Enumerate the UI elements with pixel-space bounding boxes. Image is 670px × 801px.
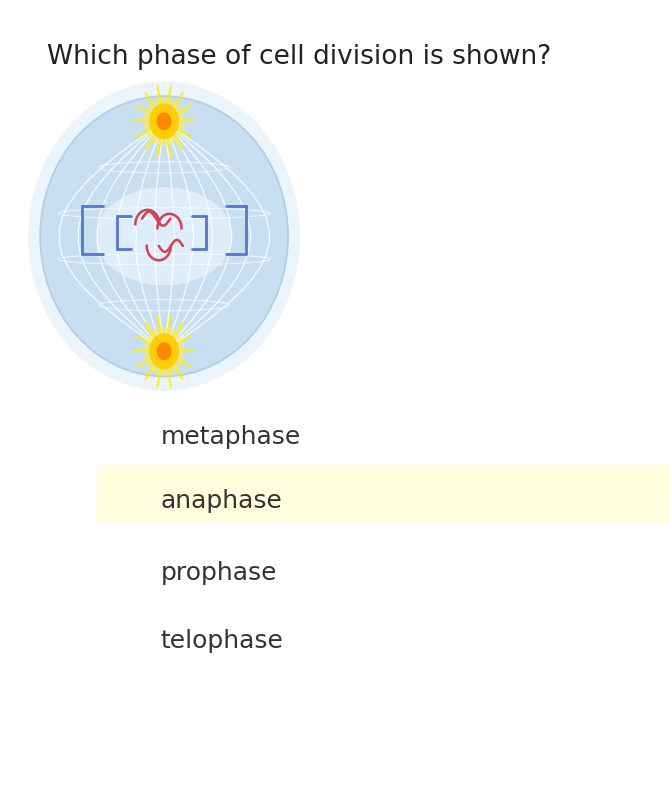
Text: metaphase: metaphase [161,425,301,449]
Ellipse shape [28,82,300,391]
Text: prophase: prophase [161,561,277,585]
Text: anaphase: anaphase [161,489,283,513]
Ellipse shape [40,96,288,376]
Ellipse shape [149,333,179,369]
Text: telophase: telophase [161,629,283,653]
Text: Which phase of cell division is shown?: Which phase of cell division is shown? [47,44,551,70]
Ellipse shape [157,112,172,131]
Ellipse shape [143,97,185,146]
Ellipse shape [149,103,179,139]
Ellipse shape [143,327,185,376]
FancyBboxPatch shape [97,465,670,522]
Ellipse shape [157,342,172,360]
Ellipse shape [96,187,232,285]
